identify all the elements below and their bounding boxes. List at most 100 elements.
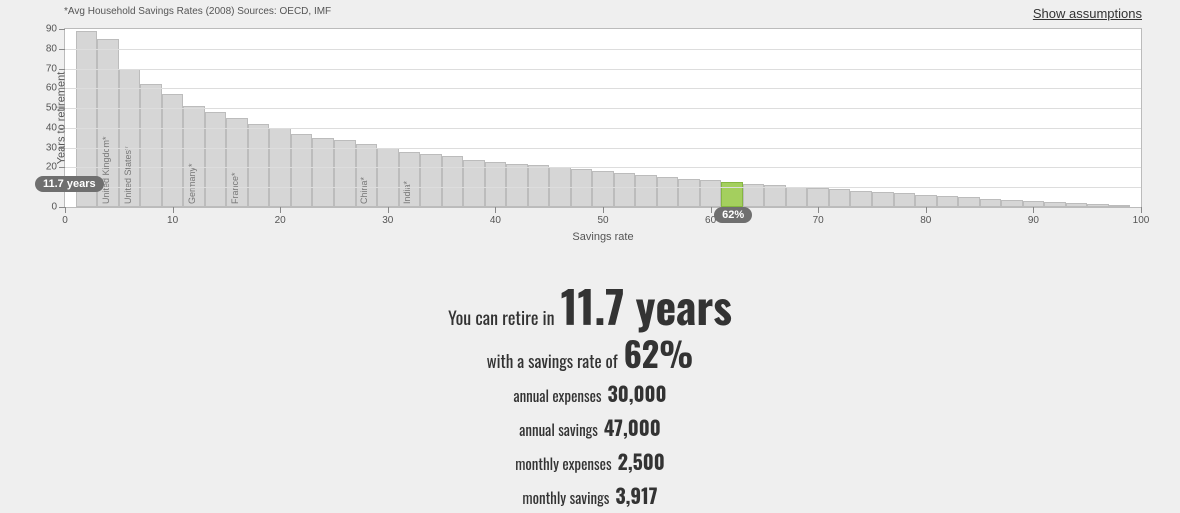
bar[interactable] [162,94,184,207]
bar[interactable] [248,124,270,207]
bar[interactable] [786,187,808,207]
x-tick-label: 80 [920,215,931,226]
gridline [65,49,1141,50]
bar[interactable] [334,140,356,207]
bar[interactable] [1001,200,1023,207]
summary-row-value: 47,000 [604,412,661,442]
bar[interactable] [592,171,614,207]
bar[interactable] [829,189,851,207]
bar[interactable] [1066,203,1088,207]
bar[interactable] [678,179,700,207]
retire-lead: You can retire in [448,308,554,330]
y-tick [59,49,65,50]
x-tick [603,207,604,213]
gridline [65,88,1141,89]
x-tick-label: 20 [275,215,286,226]
rate-value: 62% [624,333,694,374]
y-tick [59,148,65,149]
gridline [65,167,1141,168]
x-tick-label: 70 [813,215,824,226]
x-tick [65,207,66,213]
country-label: Germany* [187,163,197,204]
y-tick-label: 50 [46,103,57,114]
bar[interactable] [420,154,442,207]
bar[interactable] [764,185,786,207]
bar[interactable] [291,134,313,207]
country-label: China* [359,177,369,204]
y-tick-label: 90 [46,24,57,35]
country-label: France* [230,172,240,204]
x-tick-label: 100 [1133,215,1150,226]
country-label: United Kingdom* [101,136,111,204]
bar[interactable] [377,148,399,207]
summary-row-value: 3,917 [615,480,657,510]
bar[interactable] [915,195,937,207]
bar[interactable] [807,188,829,207]
y-tick [59,108,65,109]
savings-chart: Years to retirement Savings rate United … [64,28,1142,208]
bar[interactable] [1044,202,1066,207]
bar[interactable] [657,177,679,207]
y-tick [59,69,65,70]
x-tick [1141,207,1142,213]
bar[interactable] [635,175,657,207]
x-value-badge: 62% [714,207,752,223]
x-tick-label: 10 [167,215,178,226]
source-note: *Avg Household Savings Rates (2008) Sour… [64,6,331,17]
bar-highlight[interactable] [721,182,743,207]
bar[interactable] [700,180,722,207]
bar[interactable] [850,191,872,207]
y-tick-label: 60 [46,83,57,94]
y-tick [59,167,65,168]
gridline [65,148,1141,149]
country-label: India* [402,181,412,204]
summary-row-value: 30,000 [608,378,667,408]
y-tick-label: 0 [51,202,57,213]
show-assumptions-link[interactable]: Show assumptions [1033,6,1142,21]
gridline [65,128,1141,129]
gridline [65,69,1141,70]
bar[interactable] [506,164,528,208]
gridline [65,187,1141,188]
bar[interactable] [614,173,636,207]
bar[interactable] [872,192,894,207]
bar[interactable] [140,84,162,207]
x-tick-label: 0 [62,215,68,226]
x-tick [173,207,174,213]
x-tick [926,207,927,213]
summary-row-value: 2,500 [618,446,665,476]
x-tick [495,207,496,213]
y-tick-label: 30 [46,142,57,153]
bar[interactable] [205,112,227,207]
summary-row: monthly expenses2,500 [0,446,1180,476]
bar[interactable] [442,156,464,207]
gridline [65,108,1141,109]
bar[interactable] [980,199,1002,207]
x-tick [1033,207,1034,213]
x-tick [818,207,819,213]
summary-block: You can retire in 11.7 years with a savi… [0,280,1180,510]
bar[interactable] [937,196,959,207]
y-tick-label: 80 [46,43,57,54]
x-axis-title: Savings rate [572,231,633,243]
summary-row-label: annual savings [519,419,598,441]
y-tick-label: 40 [46,122,57,133]
bar[interactable] [894,193,916,207]
bar[interactable] [1109,205,1131,207]
bar[interactable] [1087,204,1109,207]
summary-row: monthly savings 3,917 [0,480,1180,510]
summary-row-label: monthly savings [522,487,609,509]
y-tick-label: 70 [46,63,57,74]
x-tick [388,207,389,213]
y-value-badge: 11.7 years [35,176,104,192]
summary-row: annual expenses 30,000 [0,378,1180,408]
summary-row-label: annual expenses [513,385,601,407]
x-tick [711,207,712,213]
y-tick [59,29,65,30]
x-tick [280,207,281,213]
bars-container: United Kingdom* United States* Germany* Fra… [65,29,1141,207]
bar[interactable] [571,169,593,207]
country-label: United States* [123,146,133,204]
y-tick [59,128,65,129]
bar[interactable] [958,197,980,207]
